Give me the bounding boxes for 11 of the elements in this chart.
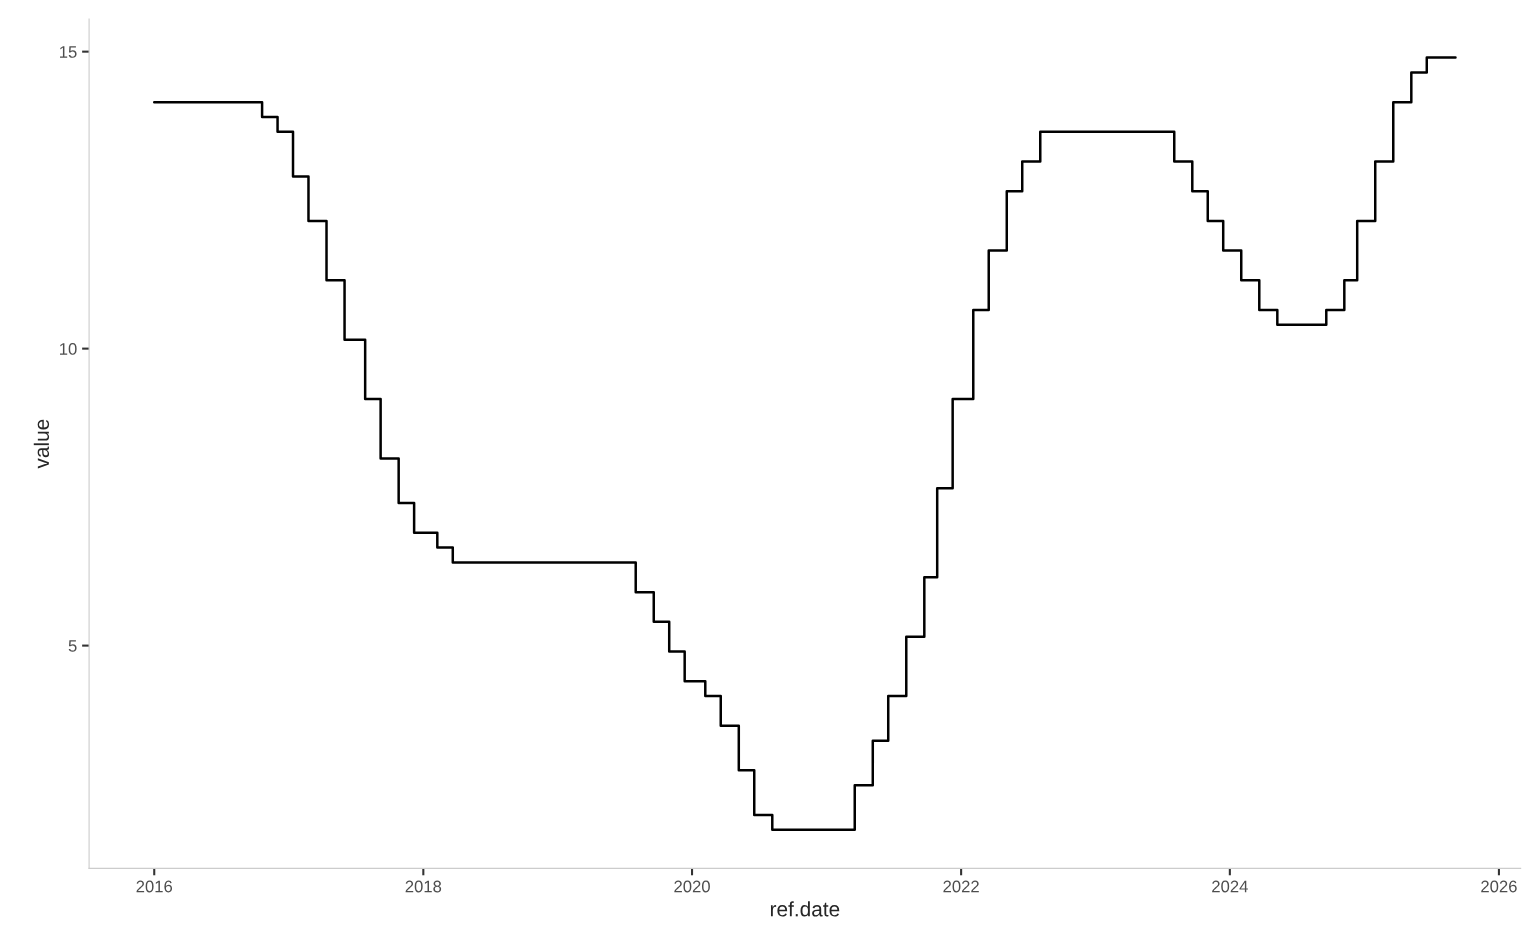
x-tick-label: 2026 <box>1481 880 1517 893</box>
y-tick-label: 15 <box>60 46 77 58</box>
x-tick-label: 2024 <box>1212 880 1248 893</box>
y-tick-label: 5 <box>68 640 77 652</box>
x-tick-label: 2018 <box>405 880 442 893</box>
x-tick-label: 2022 <box>943 880 979 893</box>
x-tick-label: 2016 <box>136 880 173 893</box>
x-tick-label: 2020 <box>674 880 710 893</box>
y-axis-title: value <box>33 419 50 469</box>
y-tick-label: 10 <box>60 343 77 355</box>
x-axis-title: ref.date <box>770 901 840 917</box>
